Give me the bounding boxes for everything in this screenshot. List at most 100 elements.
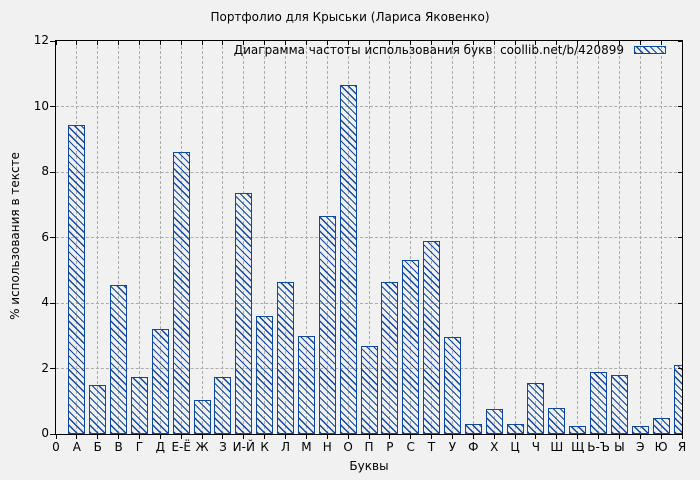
bar-Ж [193,399,211,434]
x-axis-tick [264,435,266,439]
y-tick-label-10: 10 [33,98,49,113]
x-axis-label: Буквы [349,459,389,473]
x-axis-tick-top [180,41,182,45]
x-tick-label-К: К [260,440,269,454]
x-axis-tick-top [201,41,203,45]
y-tick-label-4: 4 [41,295,49,309]
x-axis-tick-top [285,41,287,45]
x-axis-tick-top [368,41,370,45]
x-axis-tick-top [598,41,600,45]
x-tick-label-П: П [364,440,374,454]
x-axis-tick-top [451,41,453,45]
bar-У [443,337,461,434]
x-axis-tick [681,435,683,439]
x-tick-label-Д: Д [155,440,166,454]
y-axis-tick-right [678,40,682,42]
x-tick-label-В: В [114,440,123,454]
x-tick-label-У: У [448,440,457,454]
x-tick-label-Х: Х [490,440,499,454]
bar-Э [631,425,649,434]
x-axis-tick [618,435,620,439]
x-tick-label-Я: Я [677,440,687,454]
x-axis-tick-top [639,41,641,45]
x-axis-tick-top [347,41,349,45]
y-tick-label-8: 8 [41,164,49,178]
x-tick-label-Е-Ё: Е-Ё [171,440,191,454]
x-axis-tick-top [55,41,57,45]
y-axis-tick [50,106,55,107]
y-tick-label-6: 6 [41,229,49,244]
x-axis-tick-top [410,41,412,45]
x-tick-label-А: А [72,440,81,454]
plot-area: Диаграмма частоты использования букв coo… [55,40,683,435]
bar-П [360,345,378,434]
horizontal-gridline [56,237,682,238]
y-axis-tick [50,40,55,42]
x-axis-tick [222,435,224,439]
x-tick-label-М: М [301,440,312,454]
y-axis-tick-right [678,302,682,304]
x-axis-tick [389,435,391,439]
bar-Р [381,281,399,434]
x-tick-label-Н: Н [322,440,332,454]
x-tick-label-Р: Р [386,440,394,454]
bar-Б [89,384,107,434]
x-axis-tick-top [326,41,328,45]
bar-О [339,85,357,434]
x-axis-tick [55,435,57,439]
x-axis-tick-top [535,41,537,45]
y-tick-label-0: 0 [41,426,49,440]
x-axis-tick-top [97,41,99,45]
bar-Г [130,376,148,434]
x-axis-tick [118,435,120,439]
x-axis-tick [556,435,558,439]
x-axis-tick-top [159,41,161,45]
y-axis-tick-right [678,106,682,107]
x-axis-tick-top [618,41,620,45]
bar-Ч [527,383,545,434]
x-axis-tick-top [138,41,140,45]
y-axis-tick-right [678,368,682,369]
x-axis-tick [410,435,412,439]
y-axis-tick-right [678,171,682,173]
x-tick-label-З: З [219,440,227,454]
legend-label: Диаграмма частоты использования букв coo… [233,43,624,57]
bar-Ц [506,424,524,434]
bar-К [256,316,274,434]
x-tick-label-Б: Б [93,440,102,454]
x-tick-label-0: 0 [52,440,60,454]
x-axis-tick [159,435,161,439]
x-axis-tick-top [493,41,495,45]
x-axis-tick-top [431,41,433,45]
x-tick-label-Ч: Ч [531,440,541,454]
x-axis-tick [305,435,307,439]
bar-С [402,260,420,434]
x-tick-label-Т: Т [427,440,436,454]
x-tick-label-Ж: Ж [195,440,209,454]
y-axis-tick [50,433,55,435]
x-axis-tick [243,435,245,439]
x-tick-label-Ф: Ф [468,440,479,454]
bar-Т [423,240,441,434]
x-axis-tick-top [243,41,245,45]
x-axis-tick [285,435,287,439]
y-axis-tick-right [678,433,682,435]
x-axis-tick [639,435,641,439]
x-axis-tick-top [514,41,516,45]
bar-В [110,285,128,434]
horizontal-gridline [56,106,682,107]
legend: Диаграмма частоты использования букв coo… [234,42,666,58]
y-axis-tick [50,302,55,304]
x-axis-tick-top [556,41,558,45]
legend-key-hatch-icon [634,46,666,54]
x-axis-tick [326,435,328,439]
bar-Н [318,216,336,434]
bar-Л [277,281,295,434]
bar-А [68,124,86,434]
bar-Х [485,409,503,434]
x-axis-tick-top [577,41,579,45]
x-axis-tick-top [222,41,224,45]
x-axis-tick [97,435,99,439]
x-tick-label-И-Й: И-Й [232,440,255,454]
y-axis-tick [50,171,55,173]
